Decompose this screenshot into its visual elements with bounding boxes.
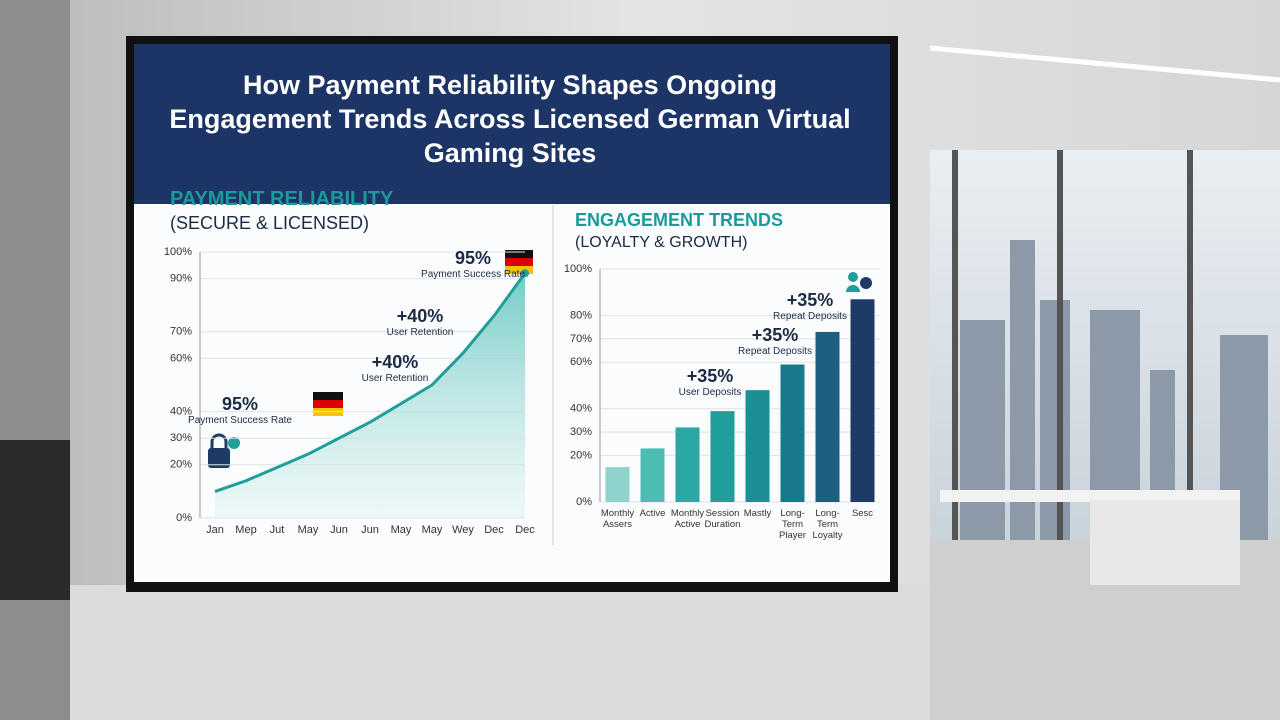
annotation-text: User Retention — [361, 373, 429, 384]
annotation-text: Repeat Deposits — [738, 346, 812, 357]
x-tick-label: May — [390, 524, 412, 536]
y-tick-label: 60% — [570, 356, 592, 368]
y-tick-label: 0% — [576, 496, 592, 508]
x-tick-label: Dec — [515, 524, 535, 536]
y-tick-label: 100% — [164, 246, 192, 258]
y-tick-label: 30% — [570, 426, 592, 438]
chair — [0, 440, 70, 600]
chart-title: How Payment Reliability Shapes Ongoing E… — [169, 70, 851, 168]
flag-icon — [505, 250, 533, 274]
desk-cabinet — [1090, 500, 1240, 585]
annotation-text: 95% — [221, 394, 259, 414]
x-tick-label: Sesc — [851, 508, 874, 519]
y-tick-label: 20% — [170, 459, 192, 471]
side-wall — [0, 0, 70, 720]
x-tick-label: Mastly — [743, 508, 772, 519]
annotation: +40% User Retention — [365, 306, 475, 338]
annotation-text: Payment Success Rate — [421, 269, 525, 280]
bar — [675, 427, 700, 502]
x-tick-label: Jan — [206, 524, 224, 536]
x-tick-label: Wey — [452, 524, 474, 536]
panel-subtitle: (SECURE & LICENSED) — [170, 213, 370, 233]
x-tick-label: Jun — [330, 524, 348, 536]
x-tick-label: Monthly Assers — [600, 508, 635, 530]
panel-title: ENGAGEMENT TRENDS — [575, 210, 784, 230]
bar — [780, 364, 805, 502]
bar — [640, 448, 665, 502]
y-tick-label: 70% — [170, 326, 192, 338]
x-tick-label: Session Duration — [704, 508, 741, 530]
x-tick-label: Mep — [235, 524, 257, 536]
annotation: 95% Payment Success Rate — [418, 248, 528, 280]
screen-header — [134, 44, 890, 204]
y-tick-label: 90% — [170, 273, 192, 285]
bar — [710, 411, 735, 502]
y-tick-label: 100% — [564, 263, 592, 275]
y-tick-label: 0% — [176, 512, 192, 524]
annotation-text: 95% — [454, 248, 492, 268]
annotation: +35% Repeat Deposits — [755, 290, 865, 322]
bar — [605, 467, 630, 502]
x-tick-label: Dec — [484, 524, 504, 536]
annotation-text: User Deposits — [678, 387, 742, 398]
x-tick-label: Jut — [269, 524, 285, 536]
area-fill — [215, 273, 525, 518]
y-tick-label: 70% — [570, 333, 592, 345]
x-tick-label: May — [421, 524, 443, 536]
y-tick-label: 60% — [170, 352, 192, 364]
x-tick-label: Active — [639, 508, 666, 519]
panel-title: PAYMENT RELIABILITY — [170, 188, 394, 210]
annotation-text: +40% — [396, 306, 444, 326]
y-tick-label: 30% — [170, 432, 192, 444]
annotation-text: +35% — [751, 325, 799, 345]
annotation: +35% User Deposits — [655, 366, 765, 398]
x-tick-label: Long-Term Loyalty — [812, 508, 843, 541]
annotation-text: Repeat Deposits — [773, 311, 847, 322]
flag-icon — [313, 392, 343, 416]
y-tick-label: 20% — [570, 449, 592, 461]
y-tick-label: 40% — [570, 403, 592, 415]
annotation: 95% Payment Success Rate — [185, 394, 295, 426]
y-tick-label: 40% — [170, 406, 192, 418]
annotation: +40% User Retention — [340, 352, 450, 384]
annotation-text: Payment Success Rate — [188, 415, 292, 426]
annotation-text: +35% — [786, 290, 834, 310]
floor-front — [70, 585, 930, 720]
users-icon — [846, 272, 872, 292]
annotation-text: +35% — [686, 366, 734, 386]
bar — [850, 299, 875, 502]
lock-icon — [208, 433, 240, 468]
end-point — [521, 269, 529, 278]
annotation-text: +40% — [371, 352, 419, 372]
line — [214, 272, 527, 493]
x-tick-label: May — [297, 524, 319, 536]
desk — [940, 490, 1240, 502]
window-frames — [952, 150, 1193, 540]
x-tick-label: Monthly Active — [670, 508, 705, 530]
bar — [745, 390, 770, 502]
annotation: +35% Repeat Deposits — [720, 325, 830, 357]
ceiling-light — [929, 45, 1280, 83]
x-tick-label: Long-Term Player — [779, 508, 806, 541]
bar — [815, 331, 840, 502]
x-tick-label: Jun — [361, 524, 379, 536]
panel-subtitle: (LOYALTY & GROWTH) — [575, 234, 748, 251]
y-tick-label: 80% — [570, 310, 592, 322]
annotation-text: User Retention — [386, 327, 454, 338]
